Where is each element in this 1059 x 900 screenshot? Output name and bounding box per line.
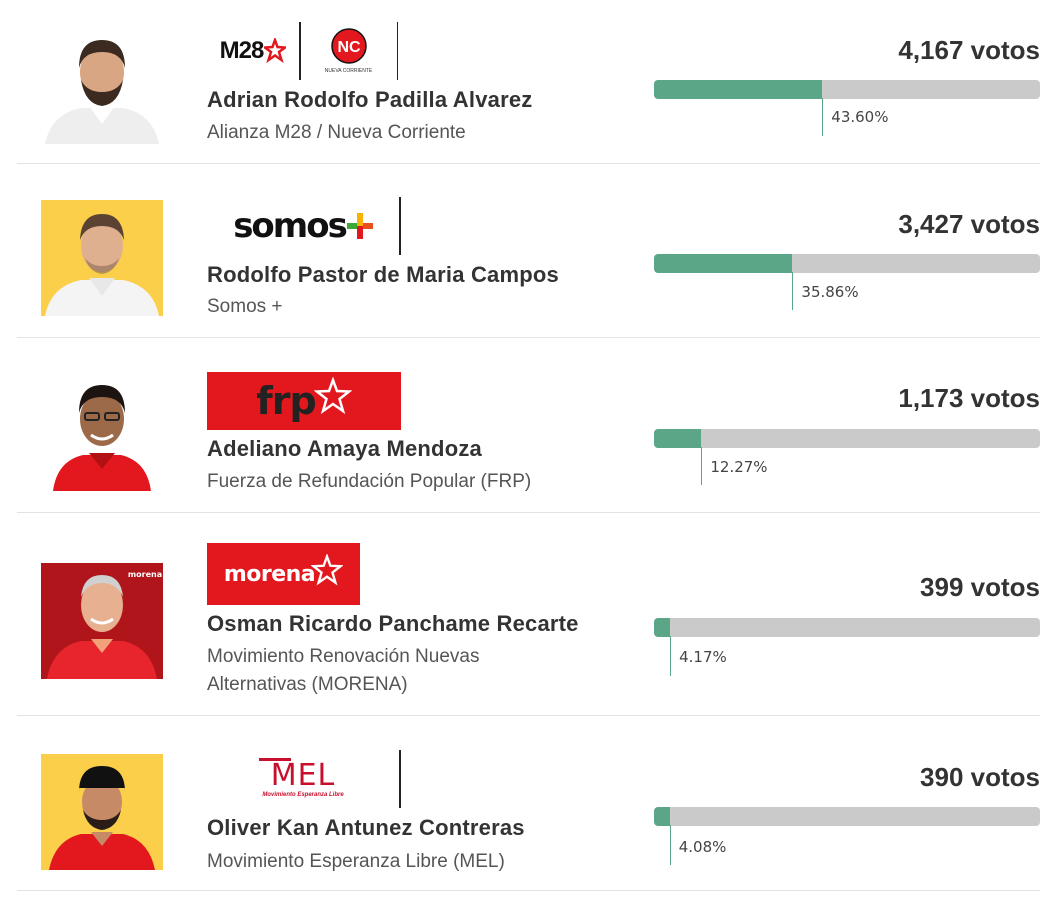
vote-bar-track bbox=[654, 80, 1040, 99]
vote-bar-marker bbox=[669, 825, 671, 865]
vote-count: 3,427 votos bbox=[898, 209, 1040, 239]
party-logos: M28 NC NUEVA CORRIENTE bbox=[207, 22, 398, 80]
person-photo-icon bbox=[41, 375, 163, 491]
candidate-photo bbox=[41, 375, 163, 491]
candidate-photo bbox=[41, 754, 163, 870]
vote-bar-fill bbox=[654, 80, 823, 99]
vote-bar-fill bbox=[654, 254, 793, 273]
candidate-name: Osman Ricardo Panchame Recarte bbox=[207, 611, 579, 636]
logo-divider bbox=[396, 22, 398, 80]
person-photo-icon bbox=[41, 754, 163, 870]
candidate-name: Adeliano Amaya Mendoza bbox=[207, 436, 482, 461]
nueva-corriente-logo: NC NUEVA CORRIENTE bbox=[301, 22, 397, 80]
white-star-icon bbox=[311, 554, 344, 586]
m28-logo: M28 bbox=[207, 22, 299, 80]
svg-text:morena: morena bbox=[128, 570, 162, 579]
party-logos: morena bbox=[207, 543, 360, 605]
m28-logo-text: M28 bbox=[219, 37, 265, 64]
nc-circle-icon: NC bbox=[330, 28, 367, 64]
vote-bar-track bbox=[654, 618, 1040, 637]
candidate-name: Oliver Kan Antunez Contreras bbox=[207, 815, 525, 840]
party-name: Movimiento Esperanza Libre (MEL) bbox=[207, 851, 505, 872]
candidate-photo bbox=[41, 28, 163, 144]
vote-bar-marker bbox=[822, 98, 824, 136]
morena-logo: morena bbox=[207, 543, 360, 605]
morena-logo-text: morena bbox=[223, 561, 316, 587]
vote-bar-marker bbox=[792, 272, 794, 310]
vote-percent: 4.08% bbox=[678, 838, 727, 856]
candidate-name: Adrian Rodolfo Padilla Alvarez bbox=[207, 87, 533, 112]
vote-count: 4,167 votos bbox=[898, 35, 1040, 65]
logo-divider bbox=[399, 750, 401, 808]
vote-bar-track bbox=[654, 429, 1040, 448]
party-logos: somos bbox=[207, 197, 401, 255]
candidate-row: frp Adeliano Amaya Mendoza Fuerza de Ref… bbox=[17, 337, 1040, 513]
mel-logo-subtext: Movimiento Esperanza Libre bbox=[262, 792, 344, 798]
party-name: Somos + bbox=[207, 296, 283, 317]
party-name: Movimiento Renovación Nuevas Alternativa… bbox=[207, 646, 480, 695]
party-logos: MEL Movimiento Esperanza Libre bbox=[207, 750, 401, 808]
somos-mas-logo: somos bbox=[207, 197, 399, 255]
red-star-icon bbox=[264, 38, 287, 64]
mel-logo: MEL Movimiento Esperanza Libre bbox=[207, 750, 399, 808]
candidate-photo bbox=[41, 200, 163, 316]
mel-logo-text: MEL bbox=[270, 758, 336, 793]
somos-logo-text: somos bbox=[233, 206, 348, 246]
person-photo-icon bbox=[41, 200, 163, 316]
vote-bar-fill bbox=[654, 807, 670, 826]
candidate-name: Rodolfo Pastor de Maria Campos bbox=[207, 262, 559, 287]
vote-bar-marker bbox=[701, 447, 703, 485]
vote-count: 390 votos bbox=[920, 762, 1040, 792]
vote-bar-fill bbox=[654, 429, 702, 448]
vote-bar-track bbox=[654, 254, 1040, 273]
nc-logo-subtext: NUEVA CORRIENTE bbox=[324, 68, 373, 74]
vote-percent: 12.27% bbox=[710, 458, 768, 476]
party-name: Fuerza de Refundación Popular (FRP) bbox=[207, 471, 532, 492]
frp-logo-text: frp bbox=[256, 379, 316, 423]
person-photo-icon bbox=[41, 28, 163, 144]
vote-bar-track bbox=[654, 807, 1040, 826]
vote-percent: 35.86% bbox=[801, 283, 859, 301]
plus-icon bbox=[346, 213, 373, 239]
candidate-photo: morena bbox=[41, 563, 163, 679]
logo-divider bbox=[399, 197, 401, 255]
logo-divider bbox=[299, 22, 301, 80]
vote-count: 1,173 votos bbox=[898, 383, 1040, 413]
candidate-row: M28 NC NUEVA CORRIENTE Adrian Rodolfo Pa… bbox=[17, 0, 1040, 164]
vote-bar-fill bbox=[654, 618, 671, 637]
vote-percent: 4.17% bbox=[679, 648, 727, 666]
vote-percent: 43.60% bbox=[831, 108, 889, 126]
candidate-row: morena morena Osman Ricardo Panchame Rec… bbox=[17, 512, 1040, 716]
svg-text:NC: NC bbox=[337, 39, 361, 56]
candidate-row: MEL Movimiento Esperanza Libre Oliver Ka… bbox=[17, 715, 1040, 891]
person-photo-icon: morena bbox=[41, 563, 163, 679]
vote-bar-marker bbox=[670, 636, 672, 676]
vote-count: 399 votos bbox=[920, 572, 1040, 602]
white-star-icon bbox=[313, 377, 352, 415]
party-logos: frp bbox=[207, 372, 401, 430]
party-name: Alianza M28 / Nueva Corriente bbox=[207, 122, 466, 143]
mel-bar-icon bbox=[259, 758, 291, 761]
candidate-row: somos Rodolfo Pastor de Maria Campos Som… bbox=[17, 163, 1040, 338]
frp-logo: frp bbox=[207, 372, 401, 430]
